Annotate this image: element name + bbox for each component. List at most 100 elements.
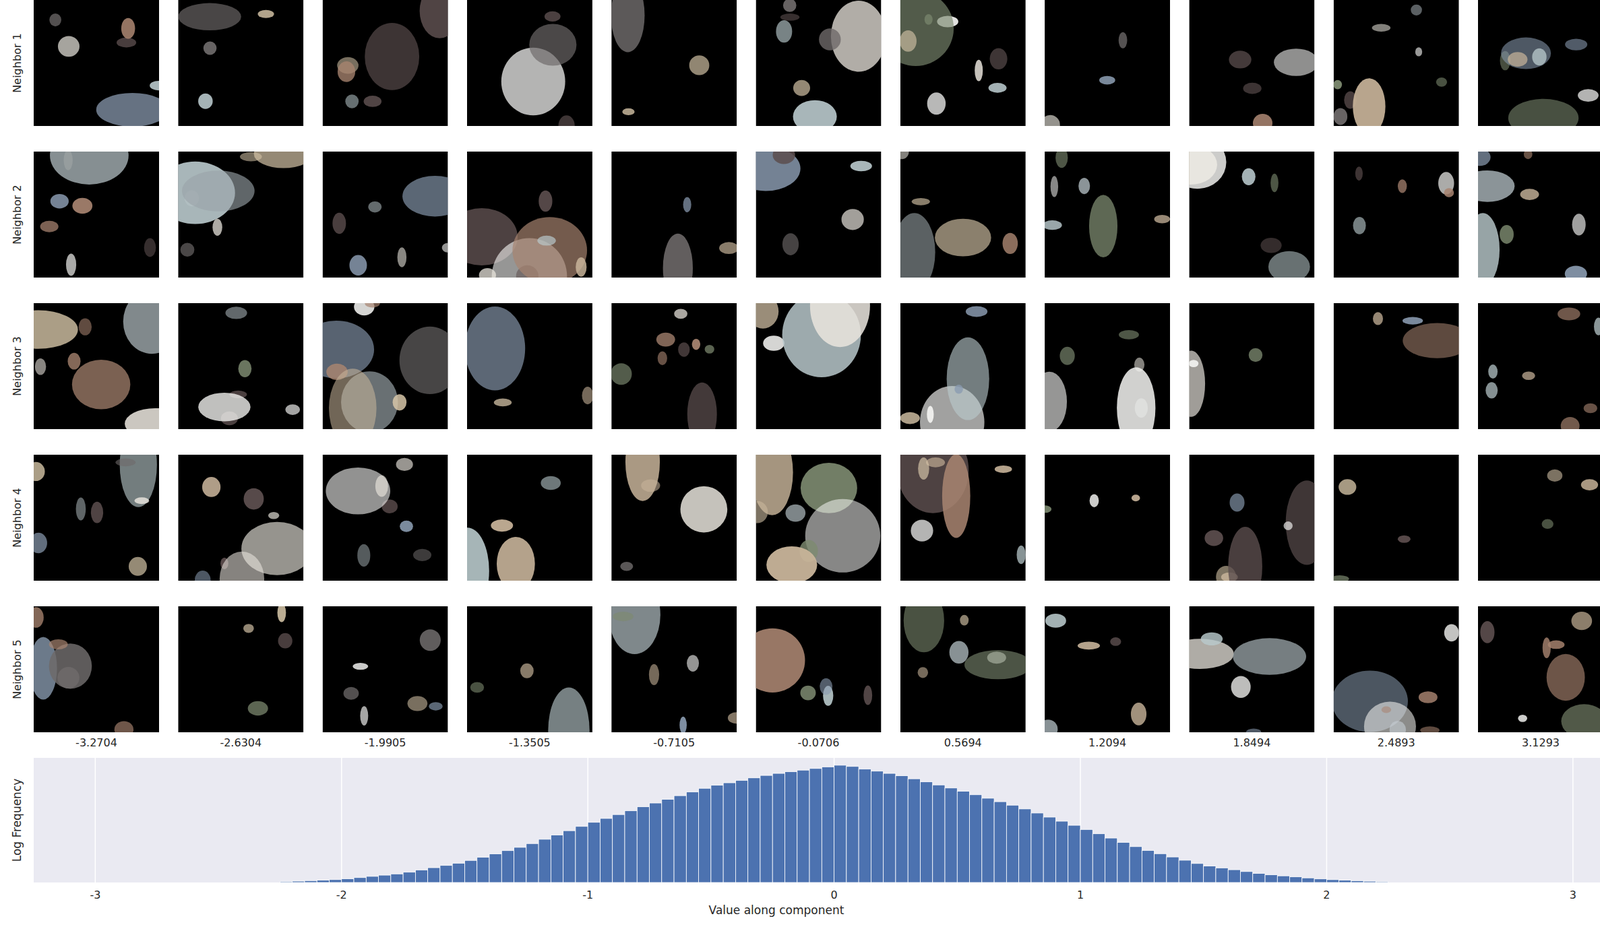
patch-blob	[285, 404, 300, 416]
patch	[1333, 606, 1460, 733]
patch-blob	[1044, 115, 1061, 127]
patch-blob	[780, 13, 800, 21]
patch-blob	[1372, 24, 1391, 32]
bar	[403, 872, 416, 883]
grid-line	[341, 758, 343, 883]
patch	[467, 0, 593, 127]
patch	[33, 454, 160, 581]
patch-blob	[689, 55, 710, 75]
patch	[1478, 303, 1600, 430]
patch	[33, 303, 160, 430]
patch-blob	[1508, 99, 1579, 127]
patch-blob	[942, 454, 971, 538]
patch-blob	[756, 151, 801, 192]
patch-blob	[1131, 494, 1141, 502]
patch	[1333, 151, 1460, 278]
patch	[1188, 0, 1315, 127]
patch-blob	[1044, 719, 1058, 733]
patch-blob	[332, 212, 346, 234]
patch-blob	[911, 198, 931, 206]
patch	[1333, 0, 1460, 127]
patch-blob	[277, 606, 287, 623]
patch-blob	[397, 247, 408, 267]
patch-blob	[680, 486, 728, 534]
x-tick-label: -2	[336, 888, 348, 902]
patch-blob	[203, 41, 218, 55]
patch-blob	[620, 562, 633, 571]
column-label: 2.4893	[1377, 736, 1416, 750]
patch-blob	[1188, 359, 1199, 368]
patch-blob	[352, 663, 368, 670]
bar	[1314, 879, 1327, 883]
bar	[686, 792, 699, 883]
patch-blob	[1577, 88, 1599, 102]
grid-line	[1326, 758, 1328, 883]
bar	[341, 879, 354, 883]
bar	[698, 788, 712, 883]
patch-blob	[1154, 214, 1171, 224]
patch-blob	[1059, 347, 1075, 366]
plot-area	[33, 758, 1600, 883]
patch-blob	[35, 358, 47, 376]
patch-blob	[72, 198, 93, 214]
patch-blob	[78, 318, 92, 336]
patch	[1188, 454, 1315, 581]
patch-blob	[1118, 32, 1128, 49]
patch-blob	[399, 520, 414, 533]
patch-blob	[1188, 151, 1226, 189]
patch	[177, 151, 304, 278]
patch-blob	[1517, 715, 1528, 723]
bar	[1031, 813, 1044, 883]
patch	[1188, 606, 1315, 733]
patch-blob	[965, 305, 988, 317]
patch-blob	[257, 10, 274, 19]
patch	[1188, 303, 1315, 430]
patch-blob	[1500, 37, 1551, 70]
patch-blob	[494, 398, 512, 408]
patch	[900, 454, 1026, 581]
patch-blob	[1353, 217, 1367, 235]
patch-blob	[1268, 251, 1311, 278]
bar	[489, 854, 502, 883]
bar	[834, 765, 847, 883]
column-label: -0.7105	[653, 736, 695, 750]
column-label: 3.1293	[1521, 736, 1560, 750]
patch-background	[177, 303, 304, 430]
bar	[1178, 860, 1191, 883]
bar	[1154, 853, 1167, 883]
patch-blob	[76, 498, 87, 521]
patch-blob	[1546, 654, 1586, 701]
patch-blob	[243, 488, 265, 511]
column-label: -0.0706	[797, 736, 840, 750]
bar	[797, 770, 810, 883]
patch	[177, 454, 304, 581]
patch-blob	[800, 686, 816, 701]
patch	[611, 151, 737, 278]
patch	[467, 303, 593, 430]
patch	[177, 606, 304, 733]
patch-blob	[57, 35, 80, 57]
patch-blob	[1333, 107, 1348, 125]
patch-blob	[72, 359, 131, 410]
bar	[994, 802, 1007, 883]
patch	[33, 0, 160, 127]
patch-blob	[1252, 113, 1273, 127]
patch-blob	[766, 546, 817, 581]
bar	[526, 843, 539, 883]
patch	[177, 0, 304, 127]
patch-background	[177, 0, 304, 127]
bar	[1289, 877, 1303, 883]
patch-blob	[121, 18, 135, 40]
patch-blob	[490, 519, 513, 532]
patch-blob	[900, 212, 936, 278]
patch-blob	[1201, 632, 1223, 646]
row-label: Neighbor 3	[10, 336, 24, 396]
patch-blob	[1229, 494, 1245, 513]
patch	[1044, 151, 1171, 278]
patch-blob	[954, 384, 964, 394]
patch	[1333, 303, 1460, 430]
patch	[900, 303, 1026, 430]
patch-blob	[692, 339, 701, 351]
patch	[611, 454, 737, 581]
patch-blob	[1415, 47, 1423, 56]
